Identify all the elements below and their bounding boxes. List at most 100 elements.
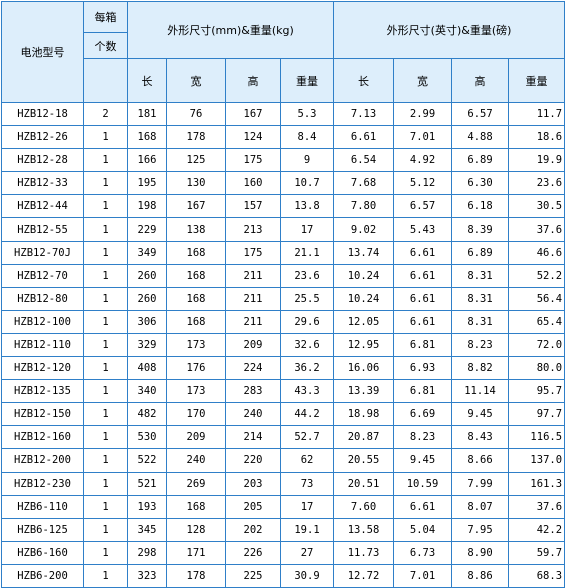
cell-length-in: 12.05: [333, 309, 395, 334]
cell-width-mm: 128: [166, 517, 226, 542]
cell-per-box: 2: [83, 101, 128, 127]
table-row: HZB12-70 1 260 168 211 23.6 10.24 6.61 8.31 52.2: [1, 263, 565, 288]
cell-height-mm: 167: [225, 101, 281, 127]
cell-width-mm: 171: [166, 540, 226, 565]
header-imperial-width: 宽: [393, 58, 453, 103]
cell-model: HZB12-70: [1, 263, 84, 288]
cell-weight-lb: 11.7: [508, 101, 565, 127]
cell-width-in: 6.61: [393, 286, 453, 311]
cell-length-in: 20.87: [333, 425, 395, 450]
cell-weight-lb: 37.6: [508, 217, 565, 242]
cell-height-mm: 160: [225, 171, 281, 196]
cell-width-mm: 138: [166, 217, 226, 242]
cell-weight-kg: 5.3: [279, 101, 335, 127]
cell-weight-kg: 29.6: [279, 309, 335, 334]
header-metric-height: 高: [225, 58, 281, 103]
cell-height-in: 8.66: [451, 448, 510, 473]
cell-weight-lb: 97.7: [508, 402, 565, 427]
cell-height-in: 11.14: [451, 379, 510, 404]
cell-height-mm: 211: [225, 309, 281, 334]
cell-width-mm: 269: [166, 471, 226, 496]
table-row: HZB12-100 1 306 168 211 29.6 12.05 6.61 8.31 65.4: [1, 309, 565, 334]
cell-weight-kg: 17: [279, 217, 335, 242]
cell-length-in: 20.55: [333, 448, 395, 473]
table-row: HZB12-160 1 530 209 214 52.7 20.87 8.23 8.43 116.…: [1, 425, 565, 450]
cell-weight-lb: 161.3: [508, 471, 565, 496]
table-row: HZB12-135 1 340 173 283 43.3 13.39 6.81 11.14 95.…: [1, 379, 565, 404]
cell-width-in: 9.45: [393, 448, 453, 473]
cell-weight-kg: 9: [279, 148, 335, 173]
cell-height-in: 6.89: [451, 148, 510, 173]
cell-weight-lb: 30.5: [508, 194, 565, 219]
cell-height-in: 8.90: [451, 540, 510, 565]
cell-width-mm: 168: [166, 240, 226, 265]
cell-width-in: 6.61: [393, 263, 453, 288]
cell-width-mm: 76: [166, 101, 226, 127]
cell-length-mm: 260: [127, 263, 167, 288]
cell-width-mm: 178: [166, 125, 226, 150]
cell-length-mm: 198: [127, 194, 167, 219]
header-metric-width: 宽: [166, 58, 226, 103]
cell-height-in: 4.88: [451, 125, 510, 150]
table-row: HZB12-200 1 522 240 220 62 20.55 9.45 8.66 137.0: [1, 448, 565, 473]
cell-per-box: 1: [83, 563, 128, 588]
cell-weight-kg: 32.6: [279, 332, 335, 358]
cell-model: HZB12-28: [1, 148, 84, 173]
cell-width-in: 6.69: [393, 402, 453, 427]
table-row: HZB12-110 1 329 173 209 32.6 12.95 6.81 8.23 72.0: [1, 332, 565, 358]
cell-width-mm: 240: [166, 448, 226, 473]
cell-length-in: 18.98: [333, 402, 395, 427]
cell-weight-lb: 137.0: [508, 448, 565, 473]
cell-height-in: 8.82: [451, 356, 510, 381]
cell-width-in: 6.93: [393, 356, 453, 381]
cell-height-in: 7.95: [451, 517, 510, 542]
cell-model: HZB12-135: [1, 379, 84, 404]
cell-model: HZB6-125: [1, 517, 84, 542]
cell-height-mm: 211: [225, 263, 281, 288]
cell-height-in: 8.39: [451, 217, 510, 242]
cell-length-mm: 260: [127, 286, 167, 311]
cell-weight-lb: 19.9: [508, 148, 565, 173]
table-row: HZB12-33 1 195 130 160 10.7 7.68 5.12 6.30 23.6: [1, 171, 565, 196]
cell-weight-kg: 25.5: [279, 286, 335, 311]
cell-model: HZB12-26: [1, 125, 84, 150]
cell-length-in: 12.72: [333, 563, 395, 588]
header-imperial-group: 外形尺寸(英寸)&重量(磅): [333, 1, 565, 59]
cell-per-box: 1: [83, 332, 128, 358]
cell-height-mm: 175: [225, 148, 281, 173]
cell-width-mm: 130: [166, 171, 226, 196]
cell-width-in: 4.92: [393, 148, 453, 173]
header-per-box-line1: 每箱: [83, 1, 128, 33]
cell-width-mm: 125: [166, 148, 226, 173]
cell-width-in: 6.61: [393, 240, 453, 265]
cell-height-in: 6.57: [451, 101, 510, 127]
cell-length-in: 13.39: [333, 379, 395, 404]
cell-length-in: 16.06: [333, 356, 395, 381]
cell-height-in: 6.89: [451, 240, 510, 265]
header-per-box-line2: 个数: [83, 32, 128, 59]
cell-length-mm: 349: [127, 240, 167, 265]
cell-length-mm: 522: [127, 448, 167, 473]
cell-weight-lb: 72.0: [508, 332, 565, 358]
header-imperial-height: 高: [451, 58, 510, 103]
table-row: HZB12-230 1 521 269 203 73 20.51 10.59 7.99 161.3: [1, 471, 565, 496]
cell-weight-kg: 44.2: [279, 402, 335, 427]
cell-model: HZB12-55: [1, 217, 84, 242]
cell-width-in: 6.61: [393, 309, 453, 334]
cell-length-mm: 229: [127, 217, 167, 242]
cell-weight-kg: 43.3: [279, 379, 335, 404]
cell-height-mm: 240: [225, 402, 281, 427]
cell-per-box: 1: [83, 356, 128, 381]
cell-weight-lb: 68.3: [508, 563, 565, 588]
cell-weight-kg: 13.8: [279, 194, 335, 219]
cell-width-mm: 168: [166, 263, 226, 288]
cell-weight-lb: 42.2: [508, 517, 565, 542]
cell-length-mm: 345: [127, 517, 167, 542]
cell-height-mm: 226: [225, 540, 281, 565]
cell-length-in: 20.51: [333, 471, 395, 496]
cell-length-mm: 306: [127, 309, 167, 334]
header-metric-length: 长: [127, 58, 167, 103]
cell-width-in: 6.57: [393, 194, 453, 219]
cell-height-in: 8.31: [451, 309, 510, 334]
cell-length-in: 9.02: [333, 217, 395, 242]
